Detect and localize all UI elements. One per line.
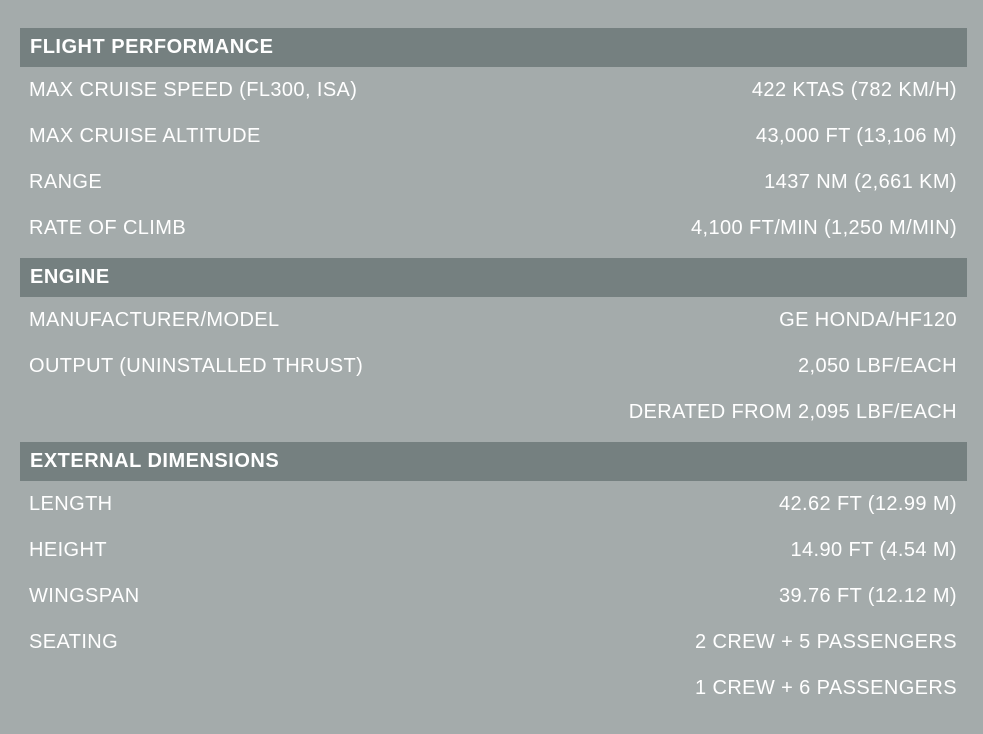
- spec-row-rate-of-climb: RATE OF CLIMB 4,100 FT/MIN (1,250 M/MIN): [0, 205, 983, 251]
- section-header-engine: ENGINE: [20, 258, 967, 297]
- spec-row-output-derated: DERATED FROM 2,095 LBF/EACH: [0, 389, 983, 435]
- spec-value: 2 CREW + 5 PASSENGERS: [695, 630, 957, 653]
- section-external-dimensions: EXTERNAL DIMENSIONS LENGTH 42.62 FT (12.…: [0, 442, 983, 711]
- spec-value: 2,050 LBF/EACH: [797, 354, 957, 377]
- section-title: FLIGHT PERFORMANCE: [30, 36, 274, 58]
- spec-row-length: LENGTH 42.62 FT (12.99 M): [0, 481, 983, 527]
- spec-row-seating: SEATING 2 CREW + 5 PASSENGERS: [0, 619, 983, 665]
- spec-value: GE HONDA/HF120: [779, 308, 957, 331]
- section-title: EXTERNAL DIMENSIONS: [30, 450, 280, 472]
- section-title: ENGINE: [30, 266, 110, 288]
- spec-label: HEIGHT: [29, 538, 107, 561]
- spec-row-max-cruise-speed: MAX CRUISE SPEED (FL300, ISA) 422 KTAS (…: [0, 67, 983, 113]
- spec-row-wingspan: WINGSPAN 39.76 FT (12.12 M): [0, 573, 983, 619]
- spec-row-seating-alt: 1 CREW + 6 PASSENGERS: [0, 665, 983, 711]
- spec-label: MANUFACTURER/MODEL: [29, 308, 280, 331]
- spec-value: 42.62 FT (12.99 M): [778, 492, 957, 515]
- spec-label: WINGSPAN: [29, 584, 140, 607]
- spec-value: 4,100 FT/MIN (1,250 M/MIN): [690, 216, 957, 239]
- spec-label: SEATING: [29, 630, 119, 653]
- spec-row-manufacturer-model: MANUFACTURER/MODEL GE HONDA/HF120: [0, 297, 983, 343]
- spec-table: FLIGHT PERFORMANCE MAX CRUISE SPEED (FL3…: [0, 28, 983, 711]
- spec-value: 14.90 FT (4.54 M): [790, 538, 957, 561]
- spec-label: MAX CRUISE SPEED (FL300, ISA): [29, 78, 358, 101]
- spec-label: MAX CRUISE ALTITUDE: [29, 124, 261, 147]
- spec-label: OUTPUT (UNINSTALLED THRUST): [29, 354, 364, 377]
- spec-value: 39.76 FT (12.12 M): [778, 584, 957, 607]
- spec-label: LENGTH: [29, 492, 113, 515]
- section-header-external-dimensions: EXTERNAL DIMENSIONS: [20, 442, 967, 481]
- spec-row-range: RANGE 1437 NM (2,661 KM): [0, 159, 983, 205]
- section-flight-performance: FLIGHT PERFORMANCE MAX CRUISE SPEED (FL3…: [0, 28, 983, 251]
- spec-row-output-uninstalled-thrust: OUTPUT (UNINSTALLED THRUST) 2,050 LBF/EA…: [0, 343, 983, 389]
- section-header-flight-performance: FLIGHT PERFORMANCE: [20, 28, 967, 67]
- spec-row-max-cruise-altitude: MAX CRUISE ALTITUDE 43,000 FT (13,106 M): [0, 113, 983, 159]
- spec-row-height: HEIGHT 14.90 FT (4.54 M): [0, 527, 983, 573]
- spec-label: RATE OF CLIMB: [29, 216, 187, 239]
- spec-label: RANGE: [29, 170, 103, 193]
- spec-value: DERATED FROM 2,095 LBF/EACH: [628, 400, 957, 423]
- spec-value: 1 CREW + 6 PASSENGERS: [695, 676, 957, 699]
- section-engine: ENGINE MANUFACTURER/MODEL GE HONDA/HF120…: [0, 258, 983, 435]
- spec-value: 1437 NM (2,661 KM): [764, 170, 957, 193]
- spec-value: 43,000 FT (13,106 M): [755, 124, 957, 147]
- spec-value: 422 KTAS (782 KM/H): [751, 78, 957, 101]
